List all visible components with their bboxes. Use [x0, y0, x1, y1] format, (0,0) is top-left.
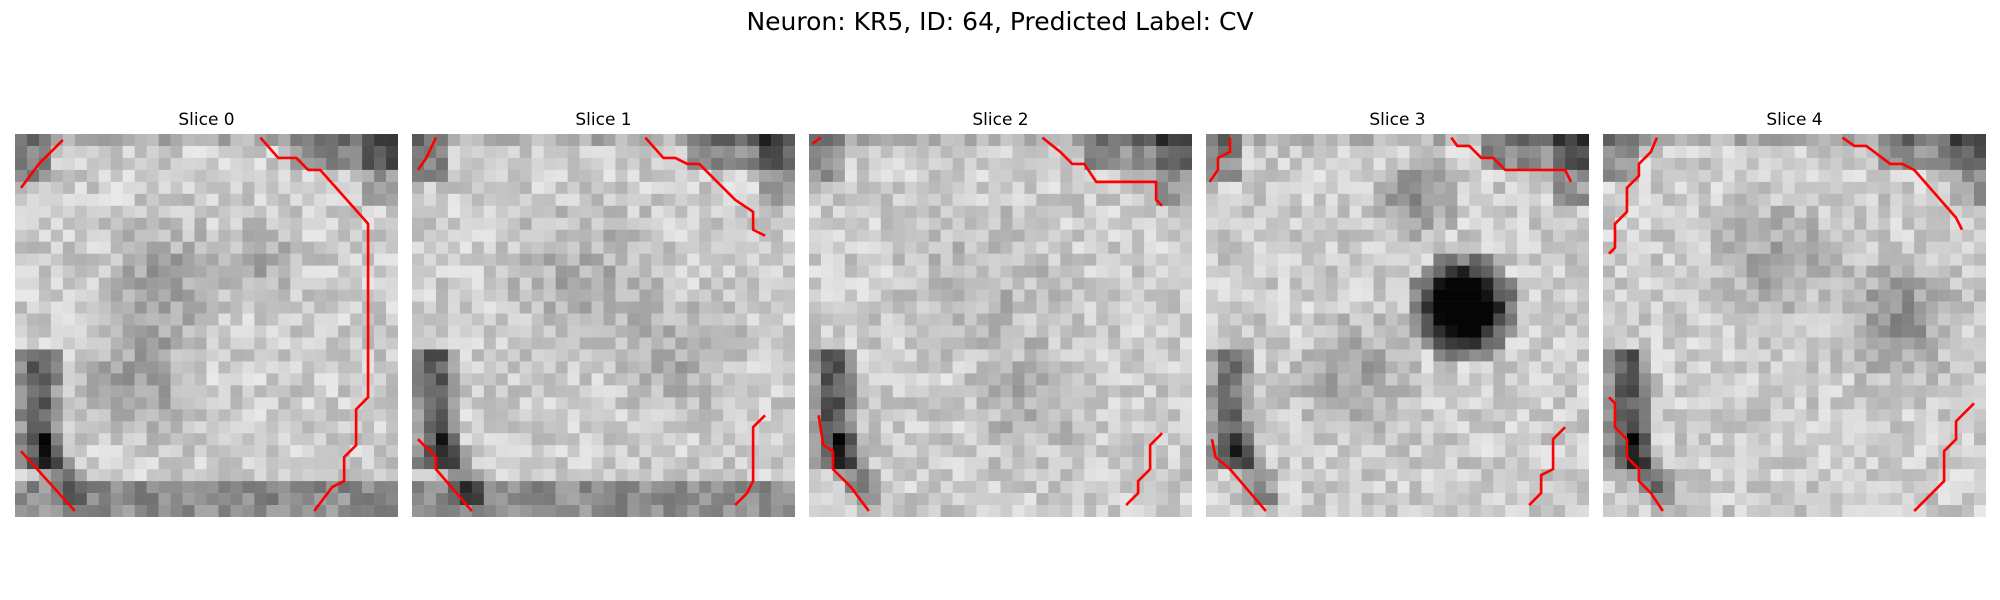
slice-panel-0: Slice 0: [15, 110, 398, 520]
slice-panel-3: Slice 3: [1206, 110, 1589, 520]
contour-line: [1608, 137, 1659, 255]
contour-line: [817, 415, 870, 512]
slice-title: Slice 4: [1766, 110, 1823, 130]
contour-line: [1041, 136, 1164, 207]
contour-line: [417, 438, 473, 512]
slice-image: [1206, 134, 1589, 517]
contour-line: [19, 139, 64, 189]
slice-image: [1603, 134, 1986, 517]
contour-line: [1913, 402, 1975, 512]
slice-panel-2: Slice 2: [809, 110, 1192, 520]
contour-line: [644, 136, 766, 237]
figure-title: Neuron: KR5, ID: 64, Predicted Label: CV: [746, 7, 1254, 36]
contour-line: [734, 414, 767, 506]
slice-panel-1: Slice 1: [412, 110, 795, 520]
contour-line: [259, 136, 370, 512]
slice-image: [809, 134, 1192, 517]
contour-line: [1841, 136, 1964, 231]
slice-title: Slice 3: [1369, 110, 1426, 130]
slice-image: [412, 134, 795, 517]
slice-title: Slice 0: [178, 110, 235, 130]
contour-line: [1608, 396, 1664, 512]
contour-line: [20, 450, 76, 512]
contour-line: [1210, 438, 1267, 512]
contour-line: [811, 136, 822, 145]
contour-line: [416, 137, 438, 171]
slice-panel-4: Slice 4: [1603, 110, 1986, 520]
contour-line: [1208, 137, 1232, 183]
contour-line: [1450, 136, 1573, 183]
slice-image: [15, 134, 398, 517]
contour-line: [1528, 426, 1566, 506]
slice-title: Slice 1: [575, 110, 632, 130]
contour-line: [1125, 432, 1164, 506]
slice-title: Slice 2: [972, 110, 1029, 130]
